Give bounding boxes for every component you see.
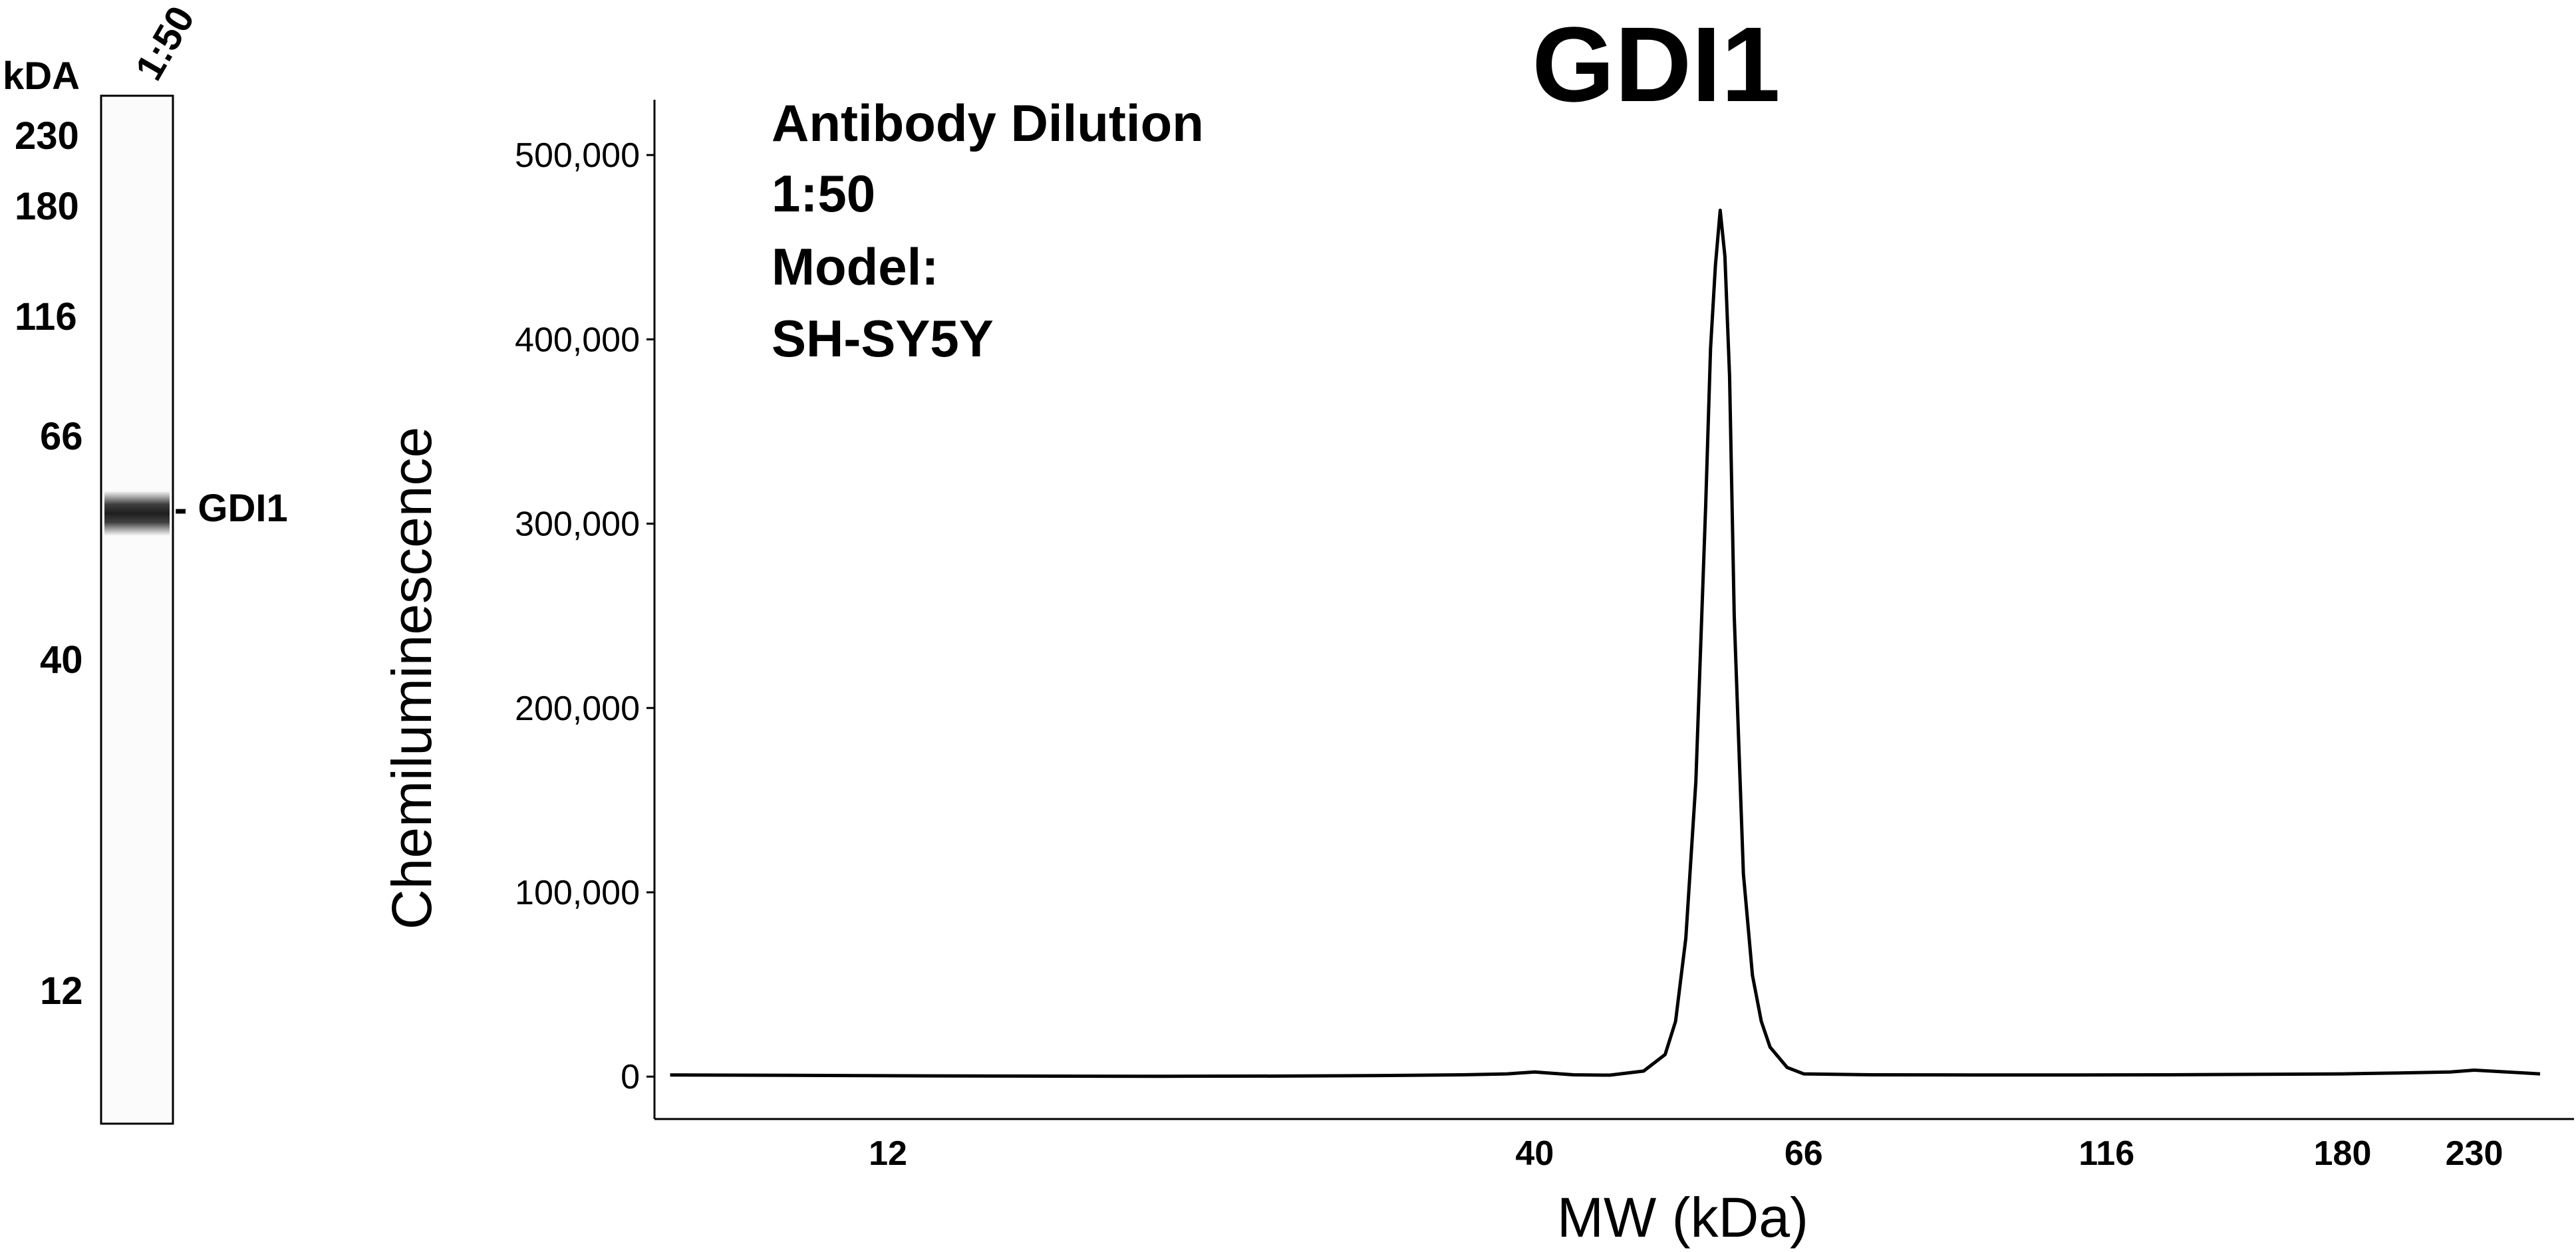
x-tick-label: 40: [1515, 1134, 1554, 1173]
y-axis-title: Chemiluminescence: [380, 427, 443, 930]
y-tick-label: 400,000: [515, 320, 640, 359]
lane-mw-header: kDA: [3, 55, 80, 98]
y-tick-label: 300,000: [515, 505, 640, 544]
y-tick-label: 500,000: [515, 136, 640, 175]
annotation-line: Model:: [772, 237, 938, 296]
annotation-line: SH-SY5Y: [772, 309, 994, 368]
x-tick-label: 230: [2446, 1134, 2504, 1173]
chart-title: GDI1: [1532, 5, 1780, 124]
mw-marker-label: 230: [15, 114, 79, 158]
lane-panel: kDA 1:50 230 180 116 66 40 12 - GDI1: [3, 0, 288, 1125]
mw-marker-label: 180: [15, 185, 79, 228]
mw-marker-label: 116: [15, 295, 77, 338]
lane-band: [104, 491, 170, 536]
lane-strip: [100, 94, 174, 1125]
y-tick-label: 0: [621, 1058, 640, 1096]
mw-marker-label: 66: [40, 415, 83, 458]
annotation-line: 1:50: [772, 164, 875, 223]
x-tick-label: 12: [869, 1134, 907, 1173]
x-tick-label: 180: [2314, 1134, 2372, 1173]
band-label: - GDI1: [174, 487, 288, 530]
y-tick-label: 200,000: [515, 689, 640, 728]
annotation-line: Antibody Dilution: [772, 94, 1204, 152]
mw-marker-label: 40: [40, 638, 83, 682]
x-tick-label: 116: [2078, 1134, 2134, 1173]
series-line: [670, 208, 2541, 1078]
lane-dilution-label: 1:50: [127, 0, 203, 87]
x-tick-label: 66: [1785, 1134, 1823, 1173]
y-tick-label: 100,000: [515, 874, 640, 912]
x-ticks: 12 40 66 116 180 230: [869, 1134, 2503, 1173]
mw-marker-label: 12: [40, 969, 83, 1013]
y-ticks: 0 100,000 200,000 300,000 400,000 500,000: [515, 136, 654, 1096]
electropherogram: GDI1 Antibody Dilution 1:50 Model: SH-SY…: [380, 5, 2574, 1249]
x-axis-title: MW (kDa): [1557, 1186, 1808, 1249]
